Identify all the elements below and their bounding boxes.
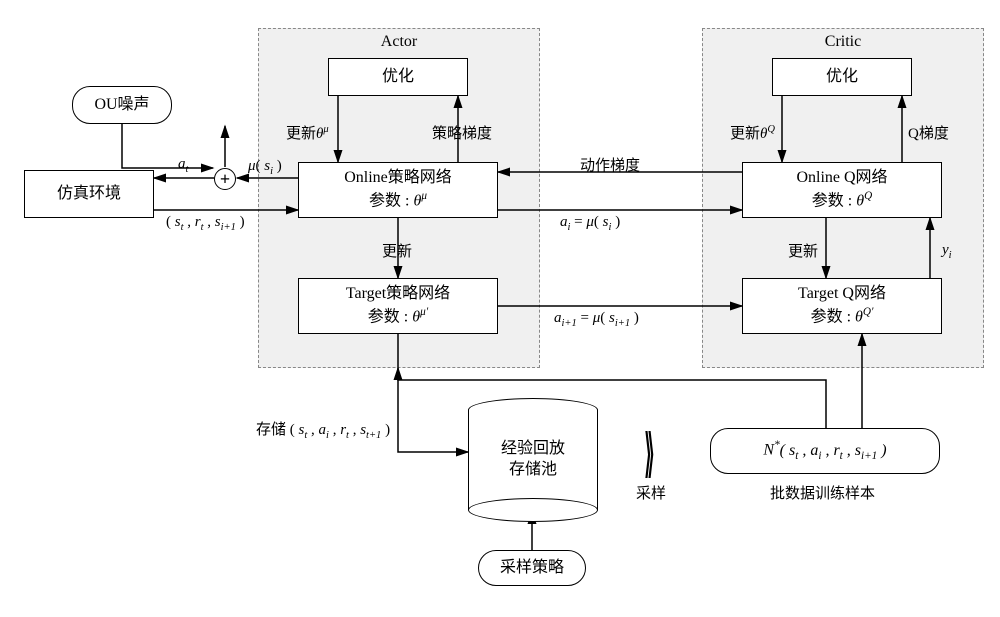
target-policy-line1: Target策略网络 xyxy=(346,284,450,305)
actor-optimize-box: 优化 xyxy=(328,58,468,96)
edge-label-update1: 更新 xyxy=(382,240,412,261)
actor-optimize-label: 优化 xyxy=(382,67,414,88)
target-q-line1: Target Q网络 xyxy=(798,284,886,305)
edge-label-a_t: at xyxy=(178,156,188,175)
critic-optimize-box: 优化 xyxy=(772,58,912,96)
edge-label-ai1_mu: ai+1 = μ( si+1 ) xyxy=(554,310,639,329)
edge-label-policy_grad: 策略梯度 xyxy=(432,122,492,143)
ou-noise-box: OU噪声 xyxy=(72,86,172,124)
sampling-policy-label: 采样策略 xyxy=(500,558,564,579)
target-q-box: Target Q网络 参数 : θQ′ xyxy=(742,278,942,334)
edge-label-srs: ( st , rt , si+1 ) xyxy=(166,214,245,233)
edge-label-mu_si: μ( si ) xyxy=(248,158,282,177)
online-q-box: Online Q网络 参数 : θQ xyxy=(742,162,942,218)
online-q-line1: Online Q网络 xyxy=(796,168,887,189)
target-q-line2: 参数 : θQ′ xyxy=(811,305,874,328)
sum-node: + xyxy=(214,168,236,190)
sim-env-box: 仿真环境 xyxy=(24,170,154,218)
ou-noise-label: OU噪声 xyxy=(94,95,149,116)
edge-label-sample: 采样 xyxy=(636,482,666,503)
edge-label-update_q: 更新θQ xyxy=(730,122,775,143)
edge-label-yi: yi xyxy=(942,242,952,261)
sampling-policy-box: 采样策略 xyxy=(478,550,586,586)
edge-label-q_grad: Q梯度 xyxy=(908,122,949,143)
edge-label-update2: 更新 xyxy=(788,240,818,261)
online-policy-box: Online策略网络 参数 : θμ xyxy=(298,162,498,218)
sim-env-label: 仿真环境 xyxy=(57,184,121,205)
target-policy-line2: 参数 : θμ′ xyxy=(368,305,428,328)
online-q-line2: 参数 : θQ xyxy=(812,189,872,212)
replay-line2: 存储池 xyxy=(501,460,565,481)
critic-optimize-label: 优化 xyxy=(826,67,858,88)
edge-label-update_mu: 更新θμ xyxy=(286,122,329,143)
edge-label-store: 存储 ( st , ai , rt , st+1 ) xyxy=(256,418,390,441)
edge-label-ai_mu: ai = μ( si ) xyxy=(560,214,620,233)
target-policy-box: Target策略网络 参数 : θμ′ xyxy=(298,278,498,334)
minibatch-box: N*( st , ai , rt , si+1 ) xyxy=(710,428,940,474)
online-policy-line2: 参数 : θμ xyxy=(369,189,427,212)
replay-buffer: 经验回放 存储池 xyxy=(468,410,598,510)
minibatch-caption: 批数据训练样本 xyxy=(770,482,875,503)
sampler-icon: ⟫ xyxy=(644,424,654,484)
minibatch-formula: N*( st , ai , rt , si+1 ) xyxy=(763,438,886,463)
replay-line1: 经验回放 xyxy=(501,439,565,460)
online-policy-line1: Online策略网络 xyxy=(344,168,452,189)
edge-label-action_grad: 动作梯度 xyxy=(580,154,640,175)
